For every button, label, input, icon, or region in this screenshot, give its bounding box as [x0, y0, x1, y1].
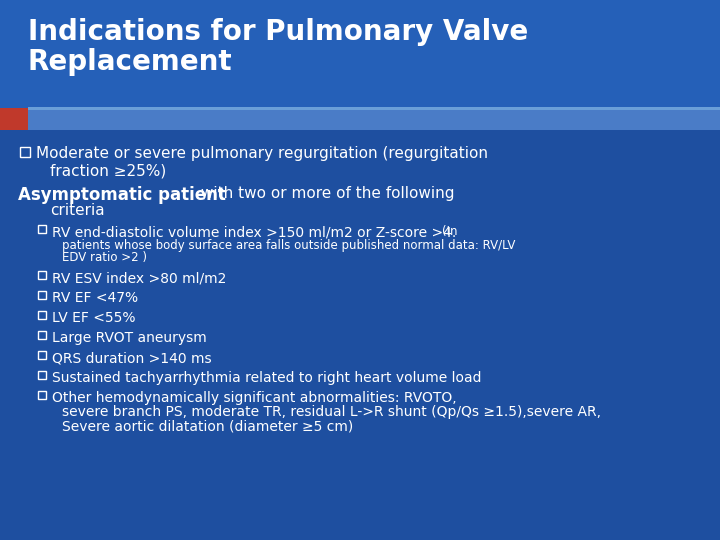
Text: Indications for Pulmonary Valve: Indications for Pulmonary Valve — [28, 18, 528, 46]
Bar — [0, 108, 28, 130]
Bar — [38, 391, 46, 399]
Bar — [28, 108, 720, 130]
Bar — [38, 225, 46, 233]
Text: Asymptomatic patient: Asymptomatic patient — [18, 186, 226, 204]
Text: criteria: criteria — [50, 203, 104, 218]
Text: fraction ≥25%): fraction ≥25%) — [50, 163, 166, 178]
Bar — [20, 147, 30, 157]
Text: severe branch PS, moderate TR, residual L->R shunt (Qp/Qs ≥1.5),severe AR,: severe branch PS, moderate TR, residual … — [62, 405, 601, 419]
Text: Other hemodynamically significant abnormalities: RVOTO,: Other hemodynamically significant abnorm… — [52, 391, 456, 405]
Text: RV ESV index >80 ml/m2: RV ESV index >80 ml/m2 — [52, 271, 226, 285]
Text: patients whose body surface area falls outside published normal data: RV/LV: patients whose body surface area falls o… — [62, 239, 516, 252]
Text: Moderate or severe pulmonary regurgitation (regurgitation: Moderate or severe pulmonary regurgitati… — [36, 146, 488, 161]
Bar — [38, 351, 46, 359]
Text: Large RVOT aneurysm: Large RVOT aneurysm — [52, 331, 207, 345]
Bar — [38, 371, 46, 379]
Text: LV EF <55%: LV EF <55% — [52, 311, 135, 325]
Text: RV end-diastolic volume index >150 ml/m2 or Z-score >4.: RV end-diastolic volume index >150 ml/m2… — [52, 225, 461, 239]
Text: Severe aortic dilatation (diameter ≥5 cm): Severe aortic dilatation (diameter ≥5 cm… — [62, 419, 354, 433]
Bar — [38, 271, 46, 279]
Bar — [0, 0, 720, 128]
Text: RV EF <47%: RV EF <47% — [52, 291, 138, 305]
Text: Replacement: Replacement — [28, 48, 233, 76]
Text: with two or more of the following: with two or more of the following — [196, 186, 454, 201]
Bar — [28, 107, 720, 110]
Bar — [38, 331, 46, 339]
Text: (In: (In — [442, 225, 457, 238]
Bar — [38, 291, 46, 299]
Text: Sustained tachyarrhythmia related to right heart volume load: Sustained tachyarrhythmia related to rig… — [52, 371, 482, 385]
Bar — [38, 311, 46, 319]
Text: EDV ratio >2 ): EDV ratio >2 ) — [62, 251, 147, 264]
Text: QRS duration >140 ms: QRS duration >140 ms — [52, 351, 212, 365]
